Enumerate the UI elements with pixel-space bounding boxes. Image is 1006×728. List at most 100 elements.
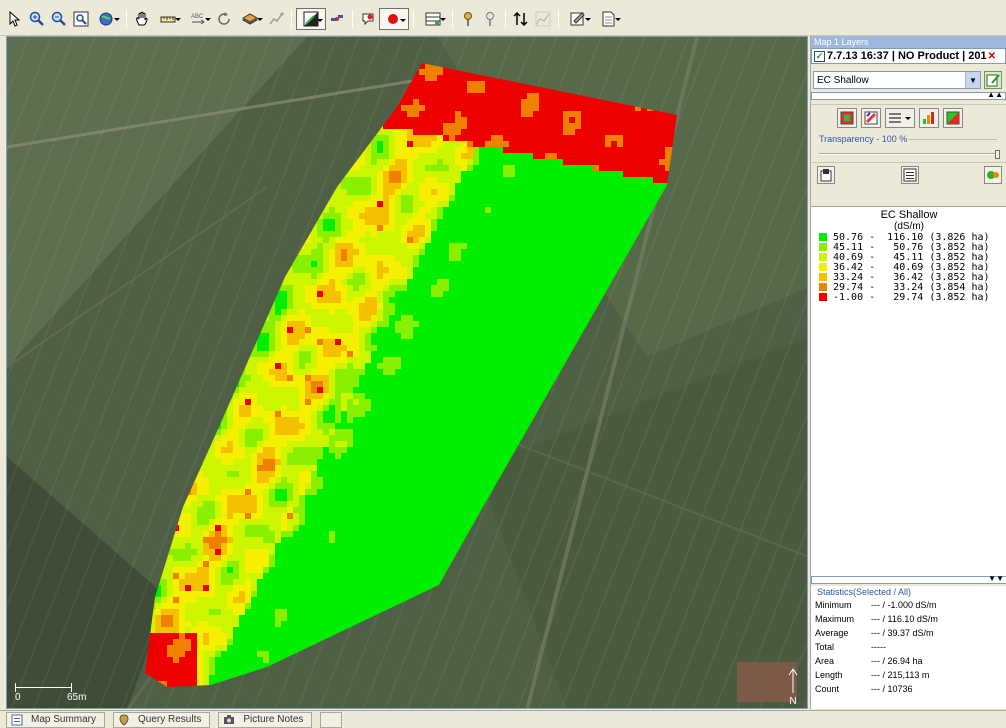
grid-button[interactable] (418, 8, 448, 30)
layers-button[interactable] (235, 8, 265, 30)
route-button[interactable] (265, 8, 287, 30)
statistic-value: --- / 26.94 ha (871, 656, 923, 666)
grid-icon (425, 12, 441, 26)
transparency-slider-thumb[interactable] (995, 150, 1000, 159)
legend-swatch (819, 263, 827, 271)
bubble-button[interactable] (357, 8, 379, 30)
toolbar-row: ABC (4, 8, 623, 30)
panel-scrollbar-bottom[interactable]: ▼▼ (811, 574, 1006, 584)
map-view[interactable]: 0 65m N (6, 36, 808, 709)
transparency-slider[interactable] (819, 150, 1000, 159)
record-button[interactable] (379, 8, 409, 30)
statistic-row: Area --- / 26.94 ha (811, 654, 1006, 668)
layer-properties-icon[interactable] (837, 107, 857, 128)
toolbar-separator (352, 10, 353, 28)
legend-swatch (819, 293, 827, 301)
legend-layout-icon[interactable] (885, 107, 915, 128)
scale-start-label: 0 (15, 692, 21, 703)
legend-range-label: -1.00 - 29.74 (3.852 ha) (833, 291, 990, 303)
label-button[interactable]: ABC (183, 8, 213, 30)
attribute-select-value: EC Shallow (817, 74, 869, 86)
statistic-value: --- / 39.37 dS/m (871, 628, 934, 638)
legend-row: 50.76 - 116.10 (3.826 ha) (819, 232, 1006, 243)
north-arrow-icon (788, 668, 798, 693)
transparency-group: Transparency - 100 % (817, 134, 1002, 144)
zoom-in-button[interactable] (26, 8, 48, 30)
fill-button[interactable] (296, 8, 326, 30)
tab-picture-notes[interactable]: Picture Notes (218, 711, 313, 728)
edit-button[interactable] (563, 8, 593, 30)
north-arrow: N (783, 667, 803, 707)
statistics-title: Statistics(Selected / All) (817, 587, 912, 597)
edit-icon (570, 12, 585, 26)
legend-list-icon[interactable] (900, 165, 919, 184)
layers-panel: Map 1 Layers ✓ 7.7.13 16:37 | NO Product… (810, 36, 1006, 709)
zoom-extent-icon (73, 11, 89, 27)
legend-unit: (dS/m) (894, 221, 924, 232)
layer-row[interactable]: ✓ 7.7.13 16:37 | NO Product | 201 ✕ (811, 48, 1006, 64)
histogram-icon[interactable] (919, 107, 939, 128)
tab-query-results[interactable]: Query Results (113, 711, 211, 728)
scale-end-label: 65m (67, 692, 87, 703)
layer-style-icon[interactable] (861, 107, 881, 128)
tab-query-results-label: Query Results (138, 714, 202, 725)
statistic-row: Count --- / 10736 (811, 682, 1006, 696)
sort-button[interactable] (510, 8, 532, 30)
tab-picture-notes-label: Picture Notes (243, 714, 304, 725)
measure-button[interactable] (153, 8, 183, 30)
legend-range-label: 33.24 - 36.42 (3.852 ha) (833, 271, 990, 283)
globe-icon (99, 12, 113, 26)
svg-text:ABC: ABC (191, 14, 204, 20)
record-icon (388, 14, 398, 24)
legend-swatch (819, 273, 827, 281)
tab-map-summary[interactable]: Map Summary (6, 711, 106, 728)
zoom-out-button[interactable] (48, 8, 70, 30)
legend-swatch (819, 243, 827, 251)
refresh-button[interactable] (213, 8, 235, 30)
zoom-extent-button[interactable] (70, 8, 92, 30)
layers-icon (242, 13, 258, 25)
pin2-button[interactable] (479, 8, 501, 30)
statistic-row: Maximum --- / 116.10 dS/m (811, 612, 1006, 626)
legend-swatch (819, 253, 827, 261)
export-icon[interactable] (817, 165, 835, 184)
route-icon (269, 12, 284, 25)
statistic-name: Length (815, 670, 843, 680)
tab-empty[interactable] (320, 711, 343, 728)
statistic-row: Length --- / 215,113 m (811, 668, 1006, 682)
zoom-in-icon (29, 11, 44, 26)
satellite-button[interactable] (326, 8, 348, 30)
statistic-name: Area (815, 656, 835, 666)
layer-tools-row (811, 104, 1006, 130)
statistic-value: ----- (871, 642, 886, 652)
statistic-value: --- / 10736 (871, 684, 913, 694)
panel-scrollbar-top[interactable]: ▲▲ (811, 90, 1006, 100)
legend-row: 45.11 - 50.76 (3.852 ha) (819, 242, 1006, 253)
layer-visible-checkbox[interactable]: ✓ (814, 50, 825, 62)
toolbar-separator (413, 10, 414, 28)
chart-button[interactable] (532, 8, 554, 30)
layer-color-icon[interactable] (984, 165, 1002, 184)
page-icon (602, 11, 615, 27)
legend-row: -1.00 - 29.74 (3.852 ha) (819, 291, 1006, 303)
layer-close-icon[interactable]: ✕ (987, 50, 997, 62)
color-ramp-icon[interactable] (943, 107, 963, 128)
query-icon (118, 713, 130, 726)
toolbar-separator (558, 10, 559, 28)
legend-title: EC Shallow (880, 209, 938, 221)
chevron-down-icon[interactable]: ▼ (965, 72, 980, 88)
pan-button[interactable] (131, 8, 153, 30)
pin-button[interactable] (457, 8, 479, 30)
page-button[interactable] (593, 8, 623, 30)
refresh-icon (218, 12, 230, 25)
edit-legend-icon[interactable] (984, 71, 1002, 89)
legend-swatch (819, 283, 827, 291)
pointer-button[interactable] (4, 8, 26, 30)
map-canvas[interactable] (7, 37, 808, 709)
globe-button[interactable] (92, 8, 122, 30)
legend-range-label: 36.42 - 40.69 (3.852 ha) (833, 261, 990, 273)
scale-bar: 0 65m (15, 683, 86, 703)
attribute-select[interactable]: EC Shallow ▼ (813, 71, 981, 89)
statistic-value: --- / 215,113 m (871, 670, 930, 680)
sort-icon (513, 11, 528, 27)
